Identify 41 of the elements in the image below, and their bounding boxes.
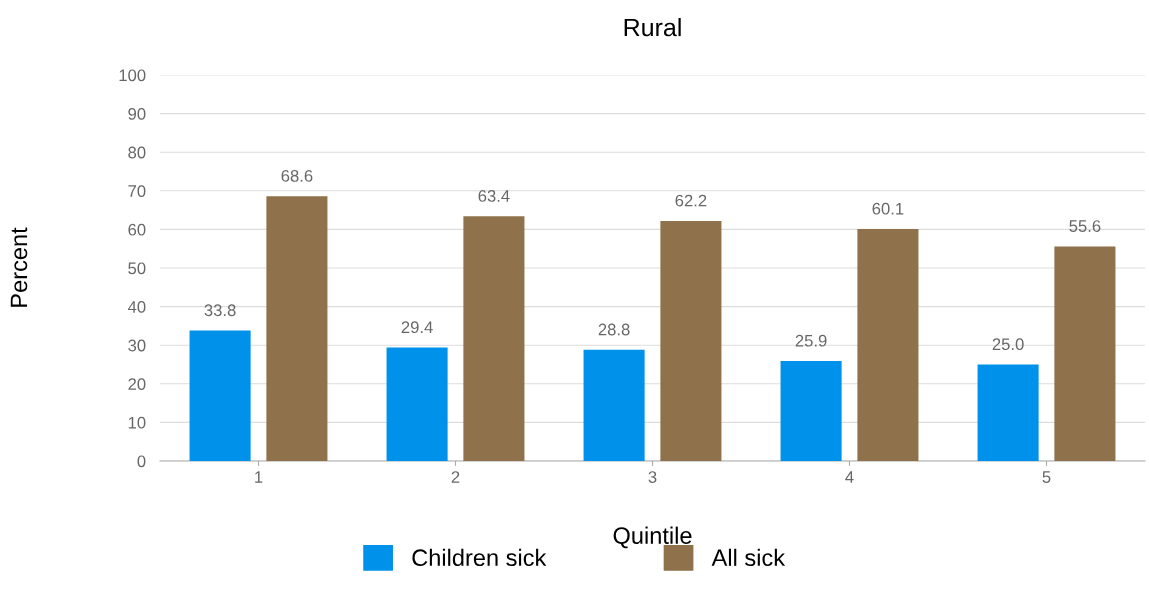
- data-label: 33.8: [204, 304, 236, 317]
- data-label: 28.8: [598, 323, 630, 336]
- y-tick-label: 60: [128, 223, 146, 236]
- data-label: 25.0: [992, 338, 1024, 351]
- bar: [189, 330, 251, 461]
- bar: [857, 229, 919, 461]
- y-axis-title: Percent: [10, 227, 28, 307]
- data-label: 60.1: [872, 202, 904, 215]
- x-tick-label: 5: [1042, 471, 1051, 483]
- y-tick-label: 90: [128, 108, 146, 120]
- data-label: 55.6: [1069, 220, 1101, 232]
- data-label: 29.4: [401, 321, 433, 334]
- bar: [780, 361, 842, 461]
- y-tick-label: 20: [128, 378, 146, 390]
- y-tick-label: 30: [128, 339, 146, 352]
- bar: [583, 349, 645, 461]
- y-tick-label: 50: [128, 262, 146, 275]
- bar: [266, 196, 328, 461]
- y-tick-label: 70: [128, 185, 146, 197]
- x-tick-label: 1: [255, 471, 263, 483]
- x-axis-title: Quintile: [613, 526, 692, 549]
- x-tick-label: 4: [845, 471, 854, 483]
- bar: [386, 347, 448, 461]
- legend-label: All sick: [711, 548, 786, 567]
- data-label: 25.9: [795, 334, 827, 347]
- data-label: 68.6: [281, 170, 313, 182]
- x-tick-label: 2: [451, 471, 460, 483]
- chart-title: Rural: [624, 17, 681, 37]
- x-tick-label: 3: [648, 471, 657, 483]
- legend-label: Children sick: [412, 548, 547, 567]
- y-tick-label: 10: [128, 416, 146, 429]
- y-tick-label: 100: [119, 69, 146, 82]
- y-tick-label: 80: [128, 146, 146, 159]
- y-tick-label: 40: [127, 301, 146, 313]
- bar: [660, 220, 722, 461]
- bar: [463, 216, 525, 461]
- data-label: 62.2: [675, 194, 707, 207]
- y-tick-label: 0: [137, 455, 146, 468]
- bar: [1054, 246, 1116, 461]
- data-label: 63.4: [478, 190, 510, 202]
- bar: [977, 364, 1039, 461]
